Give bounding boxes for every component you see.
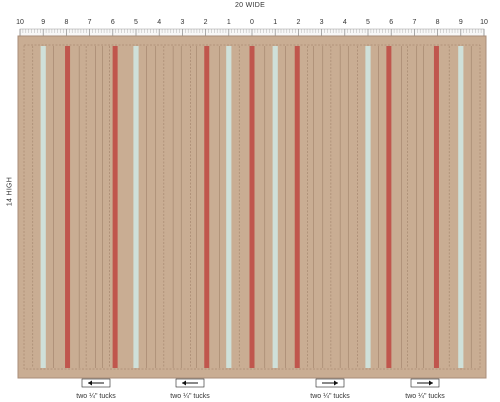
ruler-number: 2 — [204, 19, 208, 26]
ruler-number: 5 — [134, 19, 138, 26]
tuck-annotation: two ¼" tucks — [405, 378, 445, 400]
pale-stripe — [365, 46, 371, 368]
arrow-head — [88, 380, 92, 386]
ruler-number: 10 — [16, 19, 24, 26]
ruler-number: 8 — [436, 19, 440, 26]
fabric-panel — [17, 35, 487, 379]
ruler-number: 6 — [111, 19, 115, 26]
ruler-number: 2 — [296, 19, 300, 26]
tuck-bracket — [410, 378, 440, 388]
ruler-number: 8 — [64, 19, 68, 26]
red-stripe — [294, 46, 300, 368]
ruler-number: 6 — [389, 19, 393, 26]
ruler-number: 10 — [480, 19, 488, 26]
tuck-label: two ¼" tucks — [170, 393, 210, 400]
red-stripe — [65, 46, 71, 368]
red-stripe — [433, 46, 439, 368]
arrow-head — [334, 380, 338, 386]
pale-stripe — [458, 46, 464, 368]
tuck-annotation: two ¼" tucks — [170, 378, 210, 400]
arrow-head — [182, 380, 186, 386]
tuck-bracket — [315, 378, 345, 388]
pale-stripe — [272, 46, 278, 368]
tuck-label: two ¼" tucks — [405, 393, 445, 400]
tuck-annotation: two ¼" tucks — [76, 378, 116, 400]
red-stripe — [204, 46, 210, 368]
ruler-number: 7 — [88, 19, 92, 26]
ruler-number: 0 — [250, 19, 254, 26]
ruler-number: 9 — [41, 19, 45, 26]
ruler-number: 7 — [412, 19, 416, 26]
ruler-number: 9 — [459, 19, 463, 26]
ruler-number: 1 — [273, 19, 277, 26]
tuck-annotation: two ¼" tucks — [310, 378, 350, 400]
tuck-bracket — [81, 378, 111, 388]
tuck-bracket — [175, 378, 205, 388]
red-stripe — [112, 46, 118, 368]
pale-stripe — [40, 46, 46, 368]
tuck-annotations: two ¼" tucks two ¼" tucks two ¼" tucks two … — [76, 378, 445, 400]
ruler-number: 5 — [366, 19, 370, 26]
tuck-label: two ¼" tucks — [310, 393, 350, 400]
seam-line — [23, 44, 481, 370]
tuck-label: two ¼" tucks — [76, 393, 116, 400]
red-stripe — [249, 46, 255, 368]
ruler-number: 1 — [227, 19, 231, 26]
ruler-number: 3 — [180, 19, 184, 26]
top-ruler: 10 9 8 7 6 5 4 3 2 1 0 1 2 3 4 5 6 7 8 9 10 — [16, 19, 488, 37]
ruler-number: 4 — [157, 19, 161, 26]
ruler-number: 4 — [343, 19, 347, 26]
red-stripe — [386, 46, 392, 368]
pale-stripe — [226, 46, 232, 368]
diagram-title: 20 WIDE — [234, 2, 266, 9]
ruler-number: 3 — [320, 19, 324, 26]
arrow-head — [429, 380, 433, 386]
pale-stripe — [133, 46, 139, 368]
